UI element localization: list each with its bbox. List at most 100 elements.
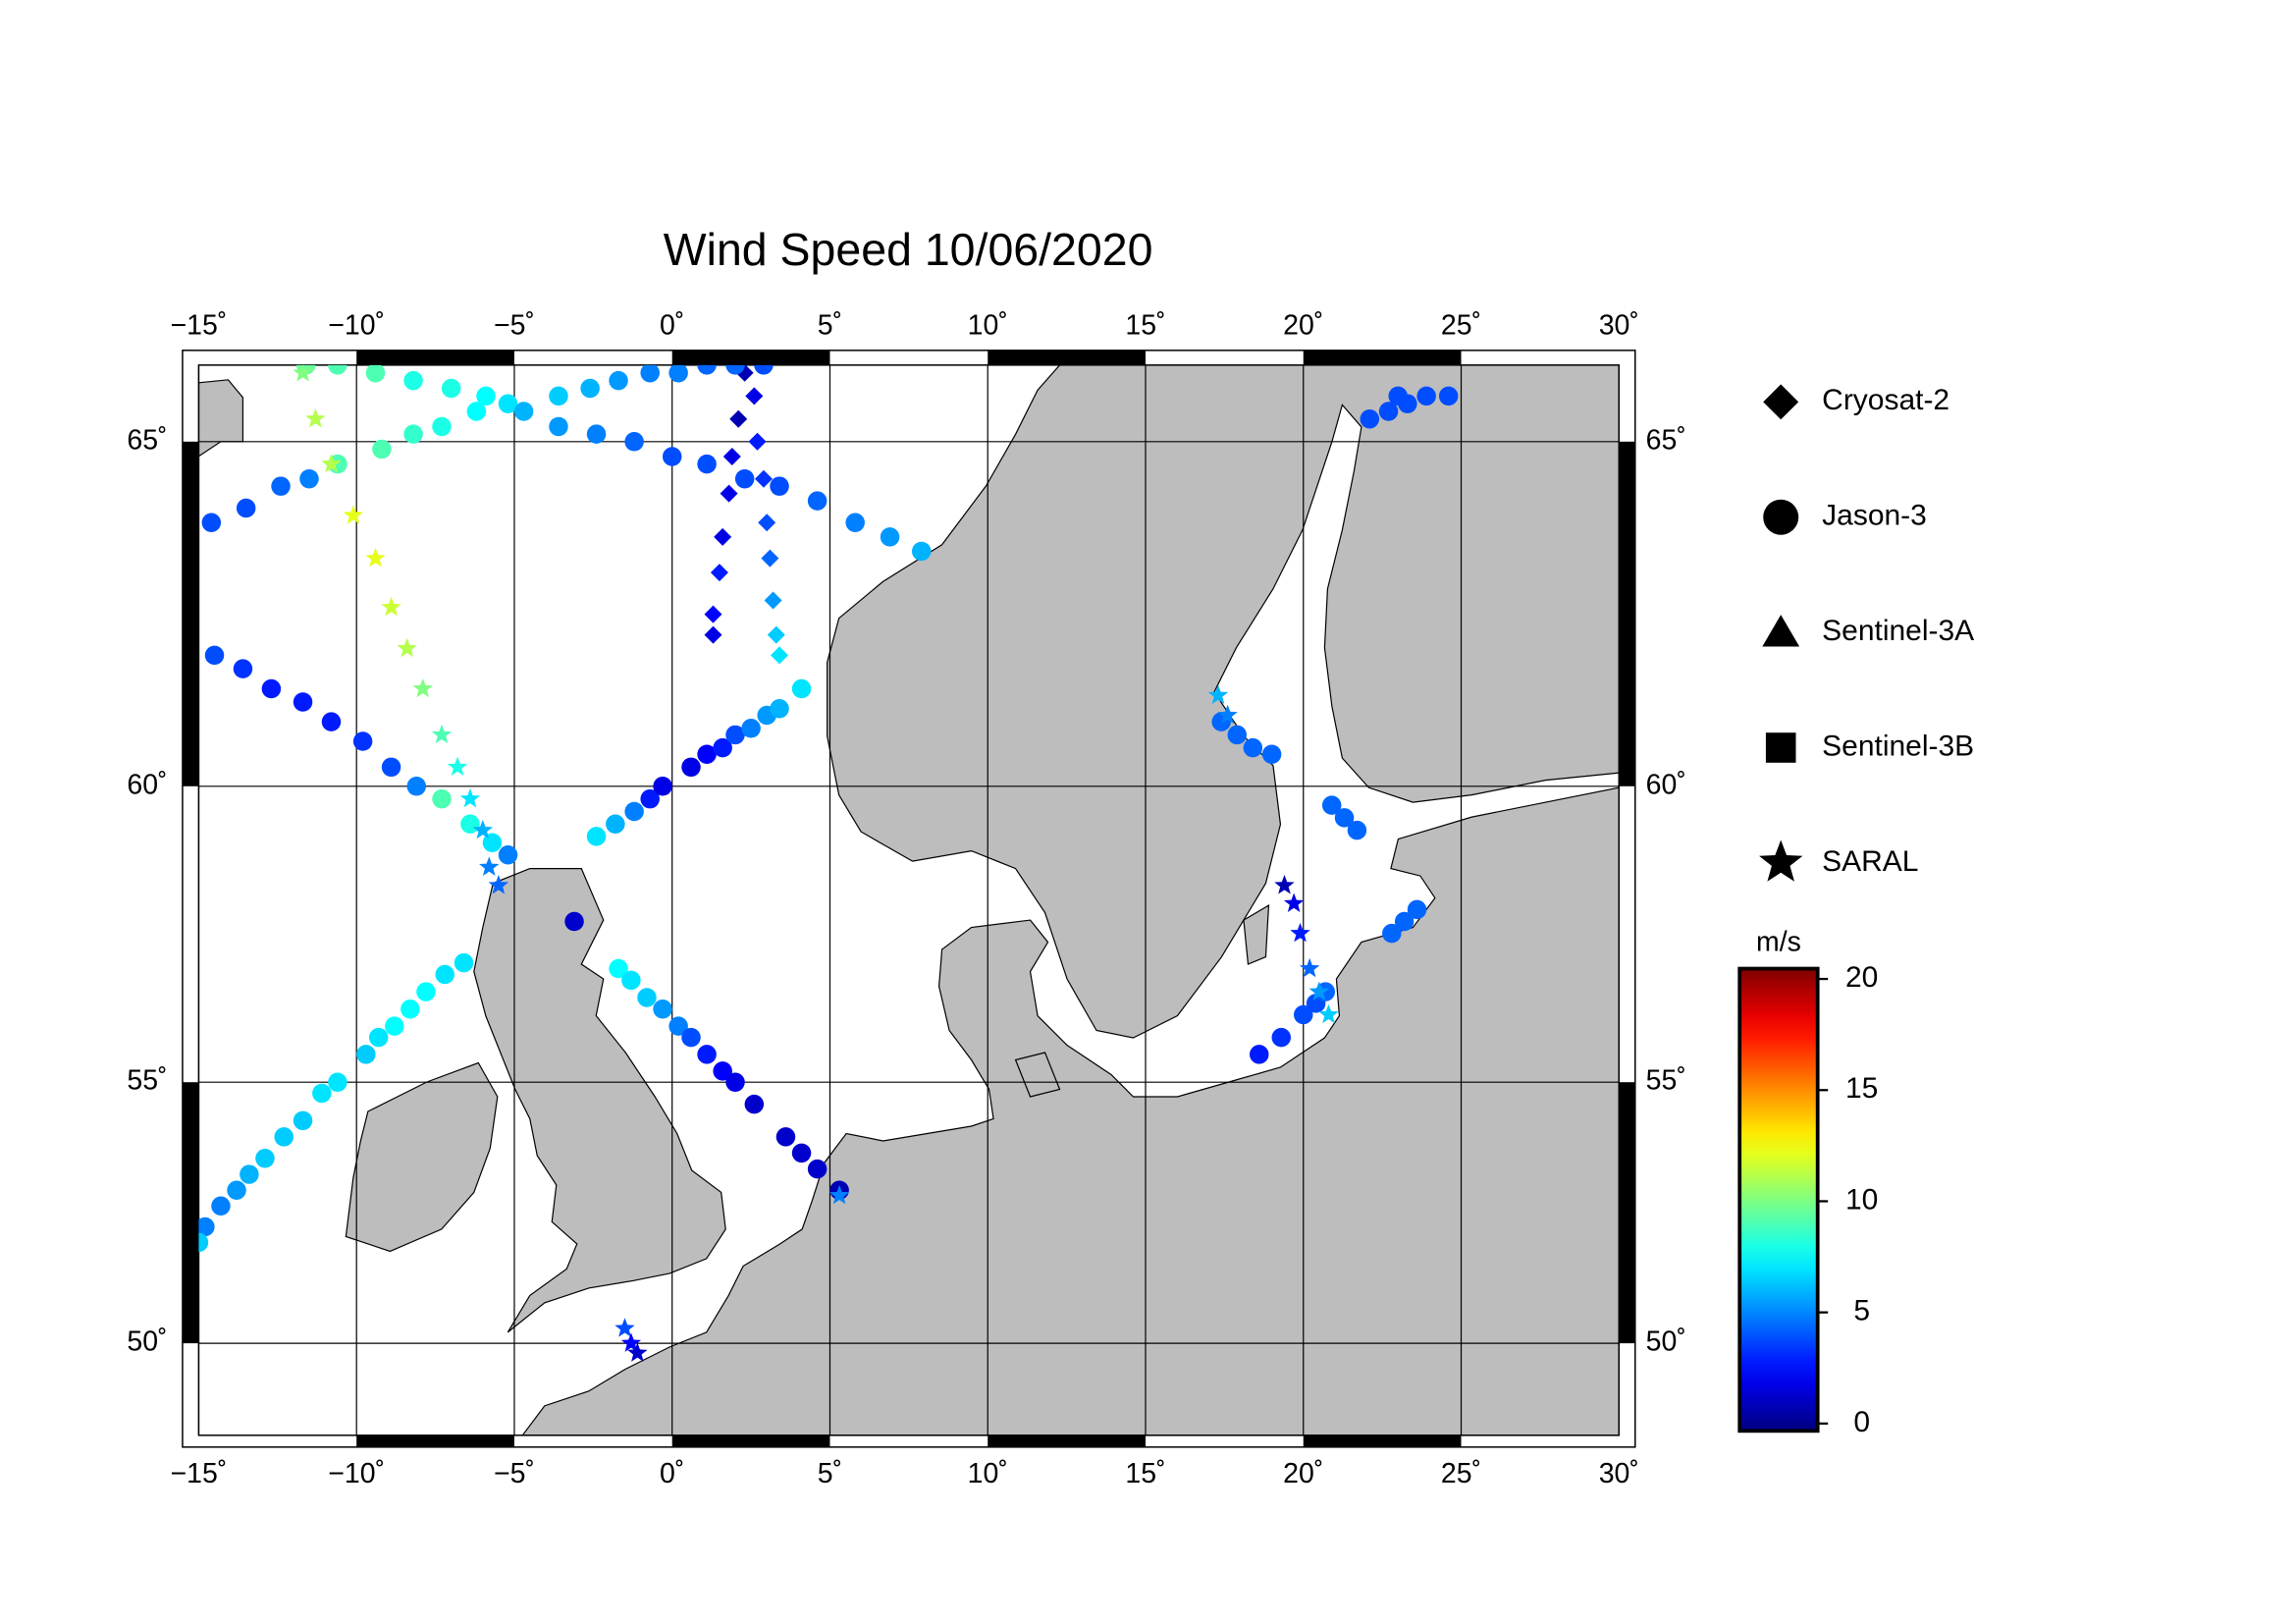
observation-circle: [624, 801, 644, 822]
observation-star: [293, 364, 313, 382]
observation-circle: [460, 814, 480, 834]
frame-bar: [671, 1434, 830, 1447]
zealand: [1014, 1052, 1061, 1098]
observation-circle: [432, 788, 452, 809]
observation-circle: [352, 731, 373, 751]
observation-circle: [580, 378, 600, 399]
observation-circle: [406, 777, 427, 796]
observation-circle: [211, 1196, 231, 1217]
observation-circle: [204, 645, 225, 666]
legend-label: Sentinel-3A: [1822, 615, 1974, 647]
observation-circle: [321, 712, 342, 731]
colorbar-tick-label: 10: [1845, 1183, 1878, 1216]
x-tick-label-bottom: 25˚: [1441, 1458, 1481, 1489]
colorbar-tick-label: 20: [1845, 961, 1878, 994]
observation-star: [1207, 684, 1229, 704]
observation-star: [1318, 1003, 1339, 1024]
observation-circle: [725, 1072, 745, 1092]
observation-star: [412, 677, 433, 698]
x-tick-label-bottom: 20˚: [1283, 1458, 1323, 1489]
observation-star: [1308, 981, 1330, 1001]
observation-star: [381, 596, 401, 617]
observation-circle: [807, 1159, 828, 1179]
observation-circle: [681, 1027, 701, 1048]
observation-circle: [549, 416, 568, 437]
observation-circle: [1261, 744, 1282, 764]
observation-circle: [233, 659, 253, 678]
frame-inner: [197, 364, 1621, 1436]
observation-circle: [697, 364, 717, 375]
land: [198, 364, 1620, 1435]
observation-circle: [807, 491, 828, 511]
observation-circle: [403, 424, 423, 444]
observation-circle: [640, 364, 660, 383]
observation-circle: [640, 788, 660, 809]
observation-star: [1274, 875, 1295, 894]
observation-circle: [293, 692, 313, 712]
observation-circle: [681, 757, 701, 778]
observation-star: [1290, 922, 1310, 943]
x-tick-label-top: 25˚: [1441, 309, 1481, 341]
observation-circle: [586, 827, 607, 846]
observation-circle: [466, 402, 487, 421]
x-tick-label-top: 5˚: [818, 309, 842, 341]
legend-symbol: [1763, 384, 1799, 420]
observation-circle: [441, 378, 461, 399]
observation-circle: [697, 744, 717, 764]
observation-circle: [432, 416, 452, 437]
observation-circle: [741, 719, 761, 738]
observation-star: [305, 408, 326, 428]
graticule: −15˚ −15˚ −10˚ −10˚ −5˚ −5˚ 0˚ 0˚ 5˚ 5˚ 10˚ 10˚ 15˚ 1…: [127, 309, 1685, 1488]
x-tick-label-top: 10˚: [968, 309, 1008, 341]
x-tick-label-bottom: 5˚: [818, 1458, 842, 1489]
observation-circle: [713, 737, 732, 758]
observation-circle: [513, 402, 534, 421]
observation-circle: [1360, 408, 1380, 429]
observation-circle: [1347, 820, 1367, 840]
observation-star: [1217, 704, 1238, 725]
frame-bar: [1303, 350, 1462, 365]
observation-circle: [400, 999, 420, 1019]
observation-circle: [240, 1164, 259, 1184]
observation-star: [459, 788, 481, 808]
observation-circle: [198, 1232, 209, 1253]
observation-circle: [1378, 402, 1399, 421]
observation-circle: [609, 958, 628, 979]
observation-circle: [498, 394, 518, 413]
x-tick-label-bottom: 30˚: [1599, 1458, 1639, 1489]
observation-diamond: [710, 564, 728, 582]
observation-star: [472, 819, 494, 839]
observation-circle: [236, 498, 256, 518]
observation-star: [614, 1318, 635, 1337]
observation-star: [1283, 893, 1305, 912]
observation-circle: [1416, 386, 1436, 406]
y-tick-label-left: 50˚: [127, 1326, 167, 1358]
observation-circle: [744, 1094, 765, 1114]
frame-outer: [182, 350, 1636, 1448]
observation-circle: [668, 364, 688, 383]
observation-circle: [586, 424, 607, 444]
observation-circle: [1250, 1045, 1269, 1064]
observation-star: [479, 856, 500, 876]
frame-bar: [1619, 441, 1635, 786]
observation-circle: [624, 432, 644, 452]
frame-bar: [671, 350, 830, 365]
y-tick-label-right: 50˚: [1646, 1326, 1686, 1358]
frame-bar: [356, 1434, 514, 1447]
observation-circle: [1321, 795, 1342, 815]
observation-circle: [606, 814, 625, 834]
observation-circle: [1407, 899, 1427, 920]
observation-circle: [791, 678, 812, 699]
observation-circle: [299, 468, 319, 489]
colorbar: m/s 0 5 10 15 20: [1737, 927, 1878, 1438]
observation-star: [447, 756, 468, 776]
observation-circle: [1227, 725, 1247, 745]
observation-star: [397, 637, 417, 658]
observation-diamond: [754, 469, 773, 488]
colorbar-tick-label: 0: [1853, 1406, 1870, 1438]
y-tick-label-left: 65˚: [127, 424, 167, 456]
observation-circle: [403, 370, 423, 391]
y-tick-label-left: 55˚: [127, 1065, 167, 1097]
observation-circle: [368, 1027, 389, 1048]
observation-circle: [381, 757, 401, 778]
